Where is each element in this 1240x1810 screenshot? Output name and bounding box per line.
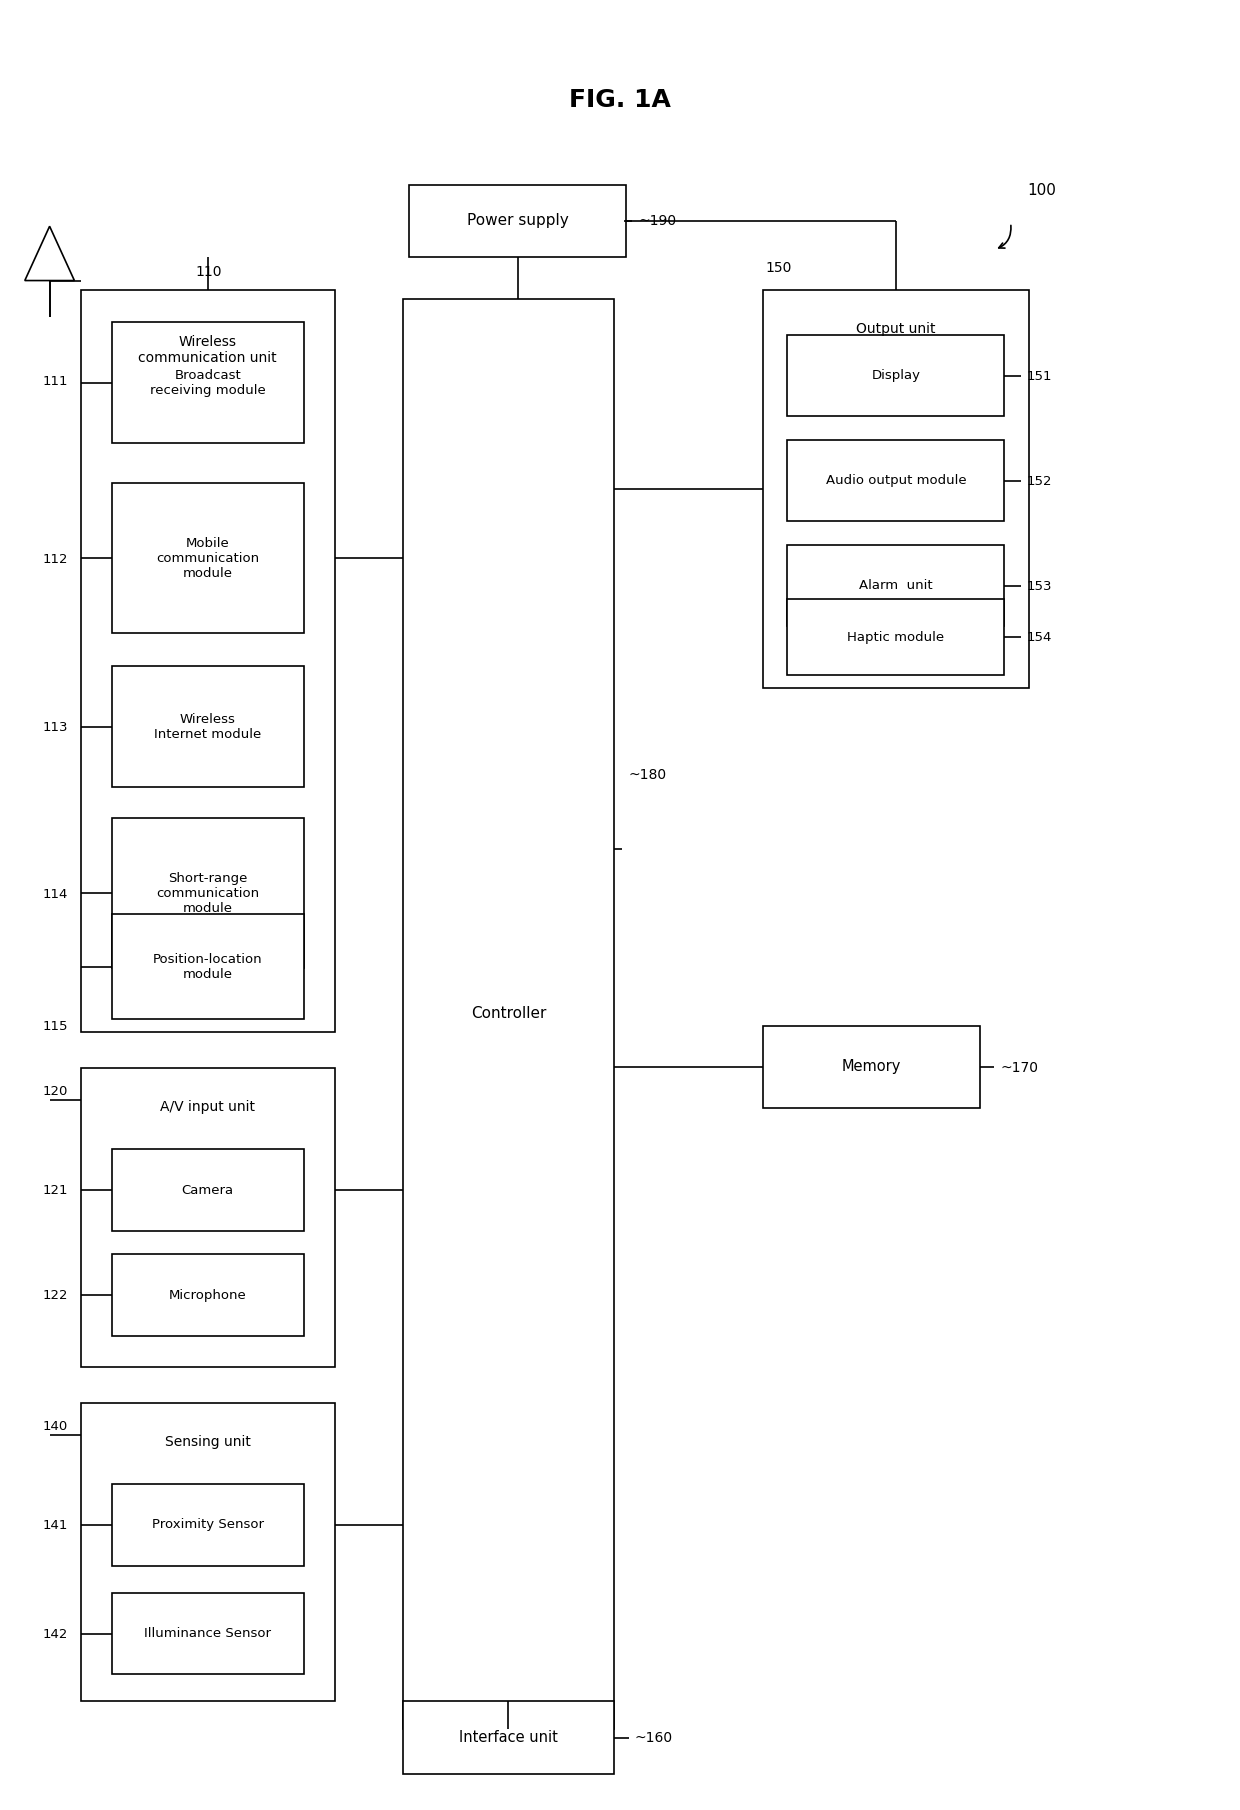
Bar <box>763 290 1029 688</box>
Text: 115: 115 <box>42 1019 68 1034</box>
Text: 150: 150 <box>765 261 791 275</box>
Text: ~170: ~170 <box>1001 1061 1039 1075</box>
Bar <box>403 1701 614 1774</box>
Bar <box>112 1149 304 1231</box>
Bar <box>787 545 1004 626</box>
Text: Interface unit: Interface unit <box>459 1730 558 1745</box>
Bar <box>787 335 1004 416</box>
Text: Camera: Camera <box>181 1184 234 1196</box>
Bar <box>112 666 304 787</box>
Text: Display: Display <box>872 369 920 382</box>
Bar <box>112 1254 304 1336</box>
Text: Short-range
communication
module: Short-range communication module <box>156 872 259 914</box>
Text: A/V input unit: A/V input unit <box>160 1100 255 1115</box>
Bar <box>112 322 304 443</box>
Text: Controller: Controller <box>471 1006 546 1021</box>
Bar <box>403 299 614 1729</box>
Text: 140: 140 <box>43 1419 68 1434</box>
Text: ~160: ~160 <box>635 1730 673 1745</box>
Text: 141: 141 <box>43 1519 68 1533</box>
Text: Mobile
communication
module: Mobile communication module <box>156 538 259 579</box>
Bar <box>81 1068 335 1367</box>
Text: 114: 114 <box>43 887 68 901</box>
Text: 100: 100 <box>1027 183 1056 197</box>
Text: 111: 111 <box>42 375 68 389</box>
Text: FIG. 1A: FIG. 1A <box>569 87 671 112</box>
Text: Power supply: Power supply <box>466 214 569 228</box>
Text: 152: 152 <box>1027 474 1053 489</box>
Text: 120: 120 <box>43 1084 68 1099</box>
Bar <box>763 1026 980 1108</box>
Text: Wireless
Internet module: Wireless Internet module <box>154 713 262 740</box>
Text: 122: 122 <box>42 1289 68 1303</box>
Bar <box>787 599 1004 675</box>
Bar <box>112 914 304 1019</box>
Text: Illuminance Sensor: Illuminance Sensor <box>144 1627 272 1640</box>
Text: Memory: Memory <box>842 1059 900 1075</box>
Bar <box>112 818 304 968</box>
Bar <box>787 440 1004 521</box>
Bar <box>81 1403 335 1701</box>
Text: 110: 110 <box>195 264 222 279</box>
Text: Alarm  unit: Alarm unit <box>859 579 932 592</box>
Bar <box>112 1593 304 1674</box>
Text: ~180: ~180 <box>629 767 667 782</box>
Text: ~190: ~190 <box>639 214 677 228</box>
Text: Microphone: Microphone <box>169 1289 247 1301</box>
Text: 154: 154 <box>1027 630 1052 644</box>
Text: 142: 142 <box>43 1627 68 1642</box>
Text: Broadcast
receiving module: Broadcast receiving module <box>150 369 265 396</box>
Text: 121: 121 <box>42 1184 68 1198</box>
Text: Sensing unit: Sensing unit <box>165 1435 250 1450</box>
Text: 151: 151 <box>1027 369 1053 384</box>
Text: Wireless
communication unit: Wireless communication unit <box>139 335 277 366</box>
Text: Position-location
module: Position-location module <box>153 952 263 981</box>
Text: 112: 112 <box>42 552 68 567</box>
Bar <box>112 483 304 634</box>
Text: 113: 113 <box>42 720 68 735</box>
Text: Proximity Sensor: Proximity Sensor <box>151 1519 264 1531</box>
Text: Haptic module: Haptic module <box>847 630 945 644</box>
Text: Output unit: Output unit <box>856 322 936 337</box>
Bar <box>409 185 626 257</box>
Bar <box>112 1484 304 1566</box>
Text: 153: 153 <box>1027 579 1053 594</box>
Text: Audio output module: Audio output module <box>826 474 966 487</box>
Bar <box>81 290 335 1032</box>
